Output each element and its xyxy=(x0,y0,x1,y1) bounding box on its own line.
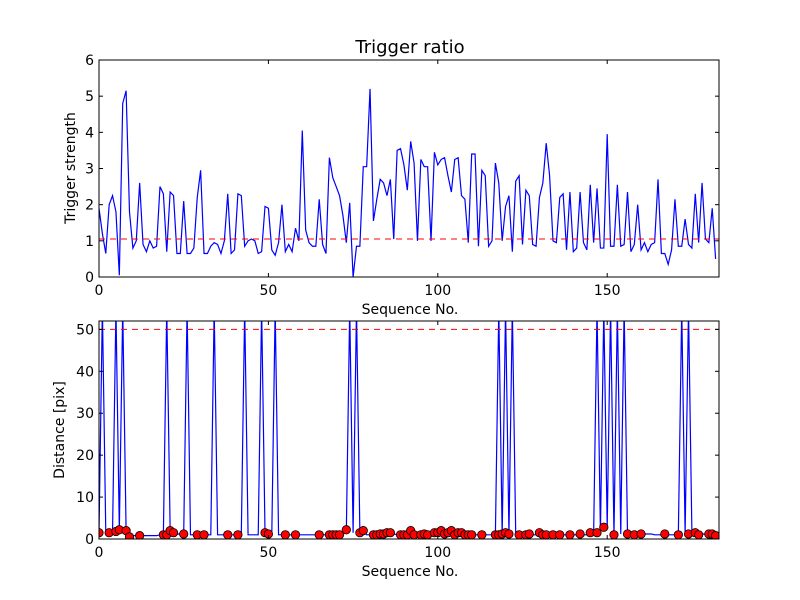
y-tick-label: 0 xyxy=(85,532,94,548)
y-tick-label: 1 xyxy=(85,234,94,250)
plot-frame-bottom xyxy=(98,320,720,540)
chart-title: Trigger ratio xyxy=(354,37,464,58)
distance-marker xyxy=(609,530,619,539)
distance-markers xyxy=(99,522,719,539)
distance-marker xyxy=(660,529,670,539)
y-tick-label: 6 xyxy=(85,53,94,69)
distance-marker xyxy=(524,529,534,539)
distance-marker xyxy=(290,530,301,539)
distance-marker xyxy=(467,530,477,539)
y-tick-label: 50 xyxy=(76,322,94,338)
x-tick-label: 50 xyxy=(259,283,277,299)
distance-marker xyxy=(599,522,609,532)
y-tick-label: 0 xyxy=(85,270,94,286)
distance-marker xyxy=(636,529,646,539)
x-tick-label: 150 xyxy=(594,283,621,299)
y-axis-label-bottom: Distance [pix] xyxy=(52,381,68,479)
y-tick-label: 10 xyxy=(76,490,94,506)
distance-marker xyxy=(555,530,565,539)
y-tick-label: 30 xyxy=(76,406,94,422)
x-axis-label-bottom: Sequence No. xyxy=(362,564,459,580)
x-tick-label: 0 xyxy=(95,283,104,299)
x-tick-label: 100 xyxy=(424,545,451,561)
trigger-strength-line xyxy=(99,88,717,277)
distance-marker xyxy=(673,530,683,539)
distance-marker xyxy=(592,528,602,538)
y-tick-label: 2 xyxy=(85,198,94,214)
x-tick-label: 50 xyxy=(259,545,277,561)
x-tick-label: 0 xyxy=(95,545,104,561)
y-tick-label: 40 xyxy=(76,364,94,380)
distance-marker xyxy=(575,529,585,539)
distance-marker xyxy=(504,529,514,539)
distance-marker xyxy=(124,532,135,539)
trigger-strength-series xyxy=(99,88,717,277)
plot-frame-top xyxy=(98,59,720,278)
y-tick-label: 5 xyxy=(85,89,94,105)
distance-marker xyxy=(280,530,290,539)
trigger-ratio-chart: Trigger ratio 0 50 100 150 0 1 2 3 4 5 6 Sequence … xyxy=(63,37,720,318)
y-tick-label: 3 xyxy=(85,162,94,178)
distance-marker xyxy=(314,530,324,539)
distance-marker xyxy=(199,530,209,539)
y-axis-label-top: Trigger strength xyxy=(63,112,79,225)
y-tick-label: 20 xyxy=(76,448,94,464)
distance-marker xyxy=(223,530,233,539)
x-axis-label-top: Sequence No. xyxy=(362,302,459,318)
distance-marker xyxy=(694,530,704,539)
distance-marker xyxy=(711,531,719,539)
distance-marker xyxy=(477,530,487,539)
distance-marker xyxy=(565,530,575,539)
distance-marker xyxy=(168,528,179,538)
distance-marker xyxy=(334,530,345,539)
distance-marker xyxy=(135,531,145,539)
axis-ticks-bottom: 0 50 100 150 0 10 20 30 40 50 xyxy=(76,321,719,561)
distance-marker xyxy=(179,529,189,539)
distance-marker xyxy=(385,528,395,538)
y-tick-label: 4 xyxy=(85,125,94,141)
x-tick-label: 150 xyxy=(594,545,621,561)
distance-marker xyxy=(358,526,368,536)
distance-marker xyxy=(341,525,351,535)
distance-chart: 0 50 100 150 0 10 20 30 40 50 Sequence No. Distan… xyxy=(52,320,720,580)
distance-marker xyxy=(233,530,243,539)
x-tick-label: 100 xyxy=(424,283,451,299)
